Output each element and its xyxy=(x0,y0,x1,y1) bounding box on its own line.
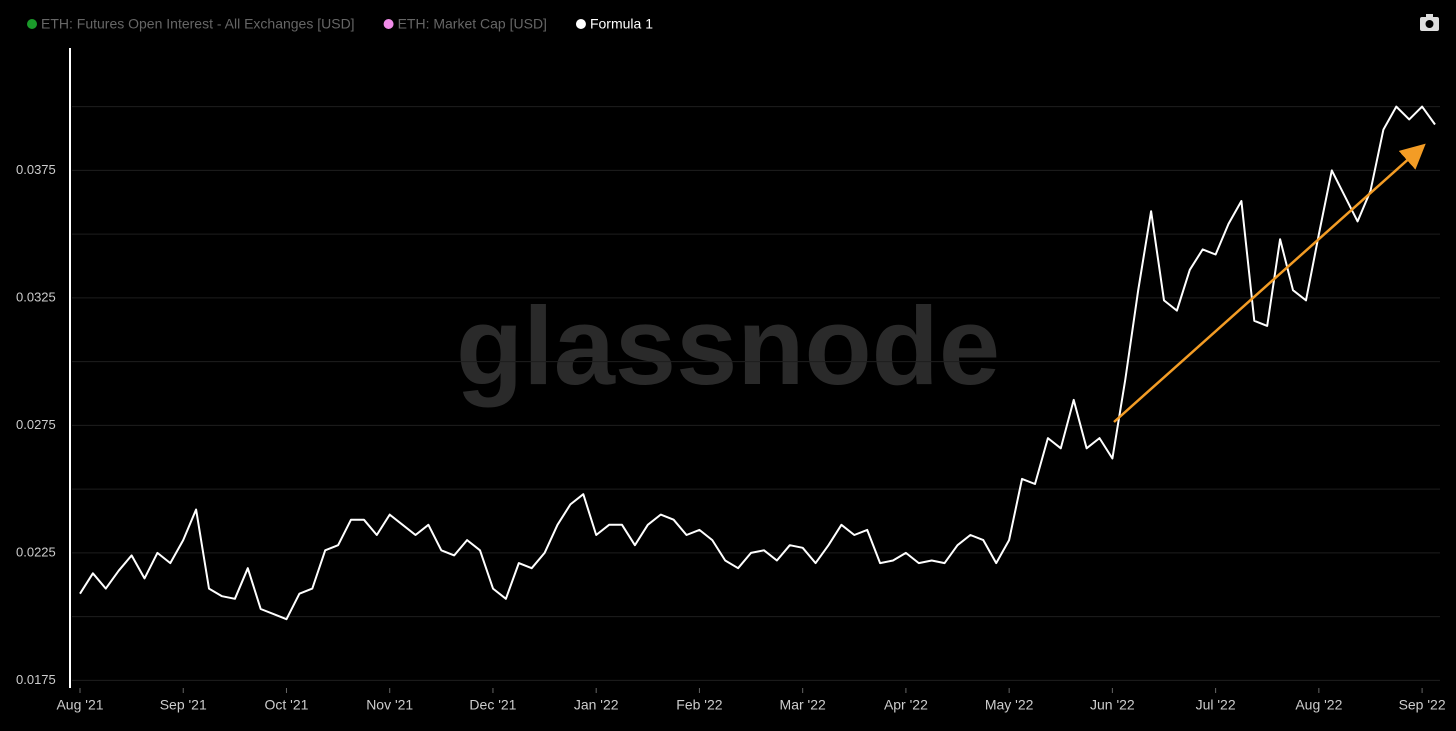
trend-arrow xyxy=(1113,143,1426,423)
legend-label[interactable]: ETH: Market Cap [USD] xyxy=(398,16,547,32)
x-tick-label: Dec '21 xyxy=(469,697,516,713)
legend-marker[interactable] xyxy=(27,19,37,29)
legend-marker[interactable] xyxy=(575,19,586,29)
x-tick-label: Aug '22 xyxy=(1295,697,1342,713)
legend-item[interactable]: ETH: Futures Open Interest - All Exchang… xyxy=(27,16,355,32)
y-tick-label: 0.0325 xyxy=(16,289,56,304)
camera-lens[interactable] xyxy=(1425,20,1434,28)
x-tick-label: Jan '22 xyxy=(574,697,619,713)
x-tick-label: Mar '22 xyxy=(780,697,826,713)
legend-item[interactable]: ETH: Market Cap [USD] xyxy=(383,16,547,32)
legend-label[interactable]: Formula 1 xyxy=(590,16,653,32)
y-tick-label: 0.0175 xyxy=(16,672,56,687)
legend-label[interactable]: ETH: Futures Open Interest - All Exchang… xyxy=(41,16,355,32)
x-tick-label: Oct '21 xyxy=(265,697,309,713)
x-tick-label: Jul '22 xyxy=(1196,697,1236,713)
y-tick-label: 0.0275 xyxy=(16,417,56,432)
legend-marker[interactable] xyxy=(383,19,394,29)
x-tick-label: Sep '22 xyxy=(1399,697,1446,713)
watermark: glassnode xyxy=(456,285,1000,408)
y-tick-label: 0.0225 xyxy=(16,544,56,559)
camera-icon[interactable] xyxy=(1420,14,1439,31)
x-tick-label: Sep '21 xyxy=(160,697,207,713)
x-tick-label: Apr '22 xyxy=(884,697,928,713)
data-line xyxy=(79,105,1436,621)
x-tick-label: Jun '22 xyxy=(1090,697,1135,713)
camera-top[interactable] xyxy=(1426,14,1433,18)
x-tick-label: Nov '21 xyxy=(366,697,413,713)
legend-item[interactable]: Formula 1 xyxy=(575,16,653,32)
x-tick-label: May '22 xyxy=(985,697,1034,713)
x-tick-label: Aug '21 xyxy=(56,697,103,713)
y-tick-label: 0.0375 xyxy=(16,162,56,177)
x-tick-label: Feb '22 xyxy=(676,697,722,713)
